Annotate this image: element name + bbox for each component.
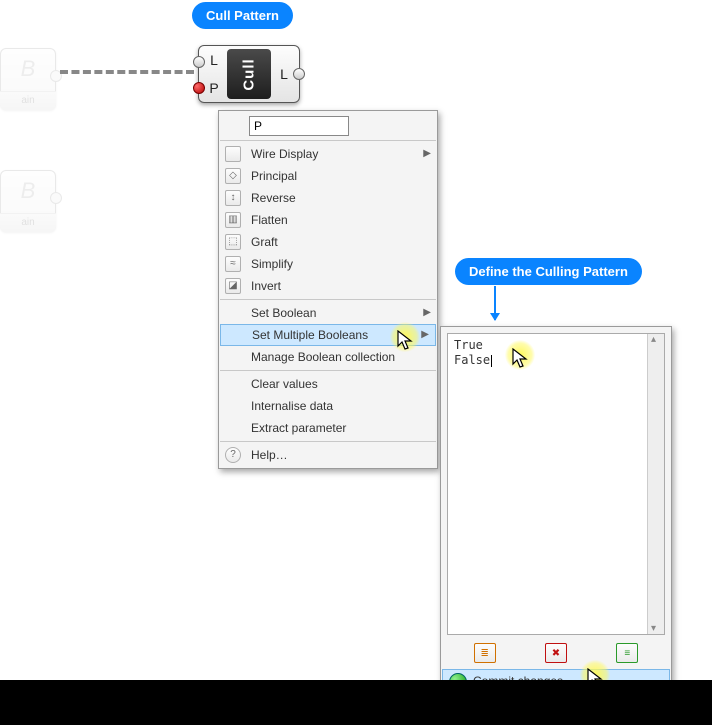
menu-separator (220, 370, 436, 371)
ghost-footer: ain (0, 213, 56, 232)
menu-item-icon: ⬚ (225, 234, 241, 250)
wire-dashed (60, 70, 194, 74)
input-l[interactable]: L (210, 52, 218, 68)
ghost-footer: ain (0, 91, 56, 110)
menu-header (249, 116, 431, 136)
menu-header-input[interactable] (249, 116, 349, 136)
input-p[interactable]: P (209, 80, 218, 96)
scrollbar[interactable] (647, 334, 664, 634)
menu-item[interactable]: ◇ Principal (219, 165, 437, 187)
menu-item[interactable]: Extract parameter (219, 417, 437, 439)
editor-textarea[interactable]: True False (447, 333, 665, 635)
menu-item-label: Reverse (251, 191, 296, 205)
menu-item-label: Principal (251, 169, 297, 183)
menu-item[interactable]: Set Multiple Booleans ▶ (220, 324, 436, 346)
editor-tool-button[interactable]: ≡ (616, 643, 638, 663)
menu-item[interactable]: Clear values (219, 373, 437, 395)
menu-separator (220, 441, 436, 442)
menu-item[interactable]: ≈ Simplify (219, 253, 437, 275)
input-column: L P (205, 46, 223, 102)
menu-item-label: Wire Display (251, 147, 318, 161)
ghost-output-nub (50, 192, 62, 204)
menu-item-icon: ◪ (225, 278, 241, 294)
cull-component[interactable]: L P Cull L (198, 45, 300, 103)
menu-item-label: Clear values (251, 377, 318, 391)
output-l[interactable]: L (280, 66, 288, 82)
menu-item-label: Extract parameter (251, 421, 346, 435)
menu-item-label: Internalise data (251, 399, 333, 413)
ghost-component-1: B ain (0, 48, 56, 110)
menu-item-label: Flatten (251, 213, 288, 227)
menu-item-label: Simplify (251, 257, 293, 271)
menu-item[interactable]: ◪ Invert (219, 275, 437, 297)
callout-cull-pattern: Cull Pattern (192, 2, 293, 29)
output-nub-l[interactable] (293, 68, 305, 80)
submenu-arrow-icon: ▶ (423, 143, 431, 165)
menu-item-label: Manage Boolean collection (251, 350, 395, 364)
help-icon: ? (225, 447, 241, 463)
menu-item-help[interactable]: ? Help… (219, 444, 437, 466)
submenu-arrow-icon: ▶ (423, 302, 431, 324)
menu-item-icon: ◇ (225, 168, 241, 184)
menu-item-label: Invert (251, 279, 281, 293)
callout-arrow (494, 286, 496, 320)
menu-item-label: Set Boolean (251, 306, 316, 320)
menu-item[interactable]: ↕ Reverse (219, 187, 437, 209)
menu-item-icon: ▥ (225, 212, 241, 228)
ghost-letter: B (0, 56, 56, 82)
editor-text: True False (454, 338, 492, 368)
menu-item[interactable]: ⬚ Graft (219, 231, 437, 253)
ghost-letter: B (0, 178, 56, 204)
menu-separator (220, 299, 436, 300)
menu-separator (220, 140, 436, 141)
input-nub-l[interactable] (193, 56, 205, 68)
menu-item[interactable]: Internalise data (219, 395, 437, 417)
menu-item-label: Help… (251, 448, 288, 462)
editor-tool-button[interactable]: ≣ (474, 643, 496, 663)
input-nub-p[interactable] (193, 82, 205, 94)
menu-item-icon (225, 146, 241, 162)
ghost-component-2: B ain (0, 170, 56, 232)
menu-item-icon: ≈ (225, 256, 241, 272)
component-name: Cull (241, 58, 258, 90)
text-caret (491, 355, 492, 367)
callout-define-pattern: Define the Culling Pattern (455, 258, 642, 285)
menu-item[interactable]: Manage Boolean collection (219, 346, 437, 368)
menu-item[interactable]: Wire Display ▶ (219, 143, 437, 165)
context-menu[interactable]: Wire Display ▶ ◇ Principal ↕ Reverse ▥ Flatten ⬚… (218, 110, 438, 469)
component-center: Cull (227, 49, 271, 99)
footer-blackbar (0, 680, 712, 725)
editor-tool-button[interactable]: ✖ (545, 643, 567, 663)
menu-item[interactable]: ▥ Flatten (219, 209, 437, 231)
submenu-arrow-icon: ▶ (421, 325, 429, 345)
menu-item-label: Graft (251, 235, 278, 249)
menu-item-icon: ↕ (225, 190, 241, 206)
menu-item[interactable]: Set Boolean ▶ (219, 302, 437, 324)
boolean-editor-panel[interactable]: True False ≣✖≡ Commit changes Cancel cha… (440, 326, 672, 719)
output-column: L (275, 46, 293, 102)
editor-toolbar: ≣ ✖ ≡ (441, 641, 671, 669)
canvas: Cull Pattern B ain B ain L P Cull L (0, 0, 712, 680)
menu-item-label: Set Multiple Booleans (252, 328, 368, 342)
